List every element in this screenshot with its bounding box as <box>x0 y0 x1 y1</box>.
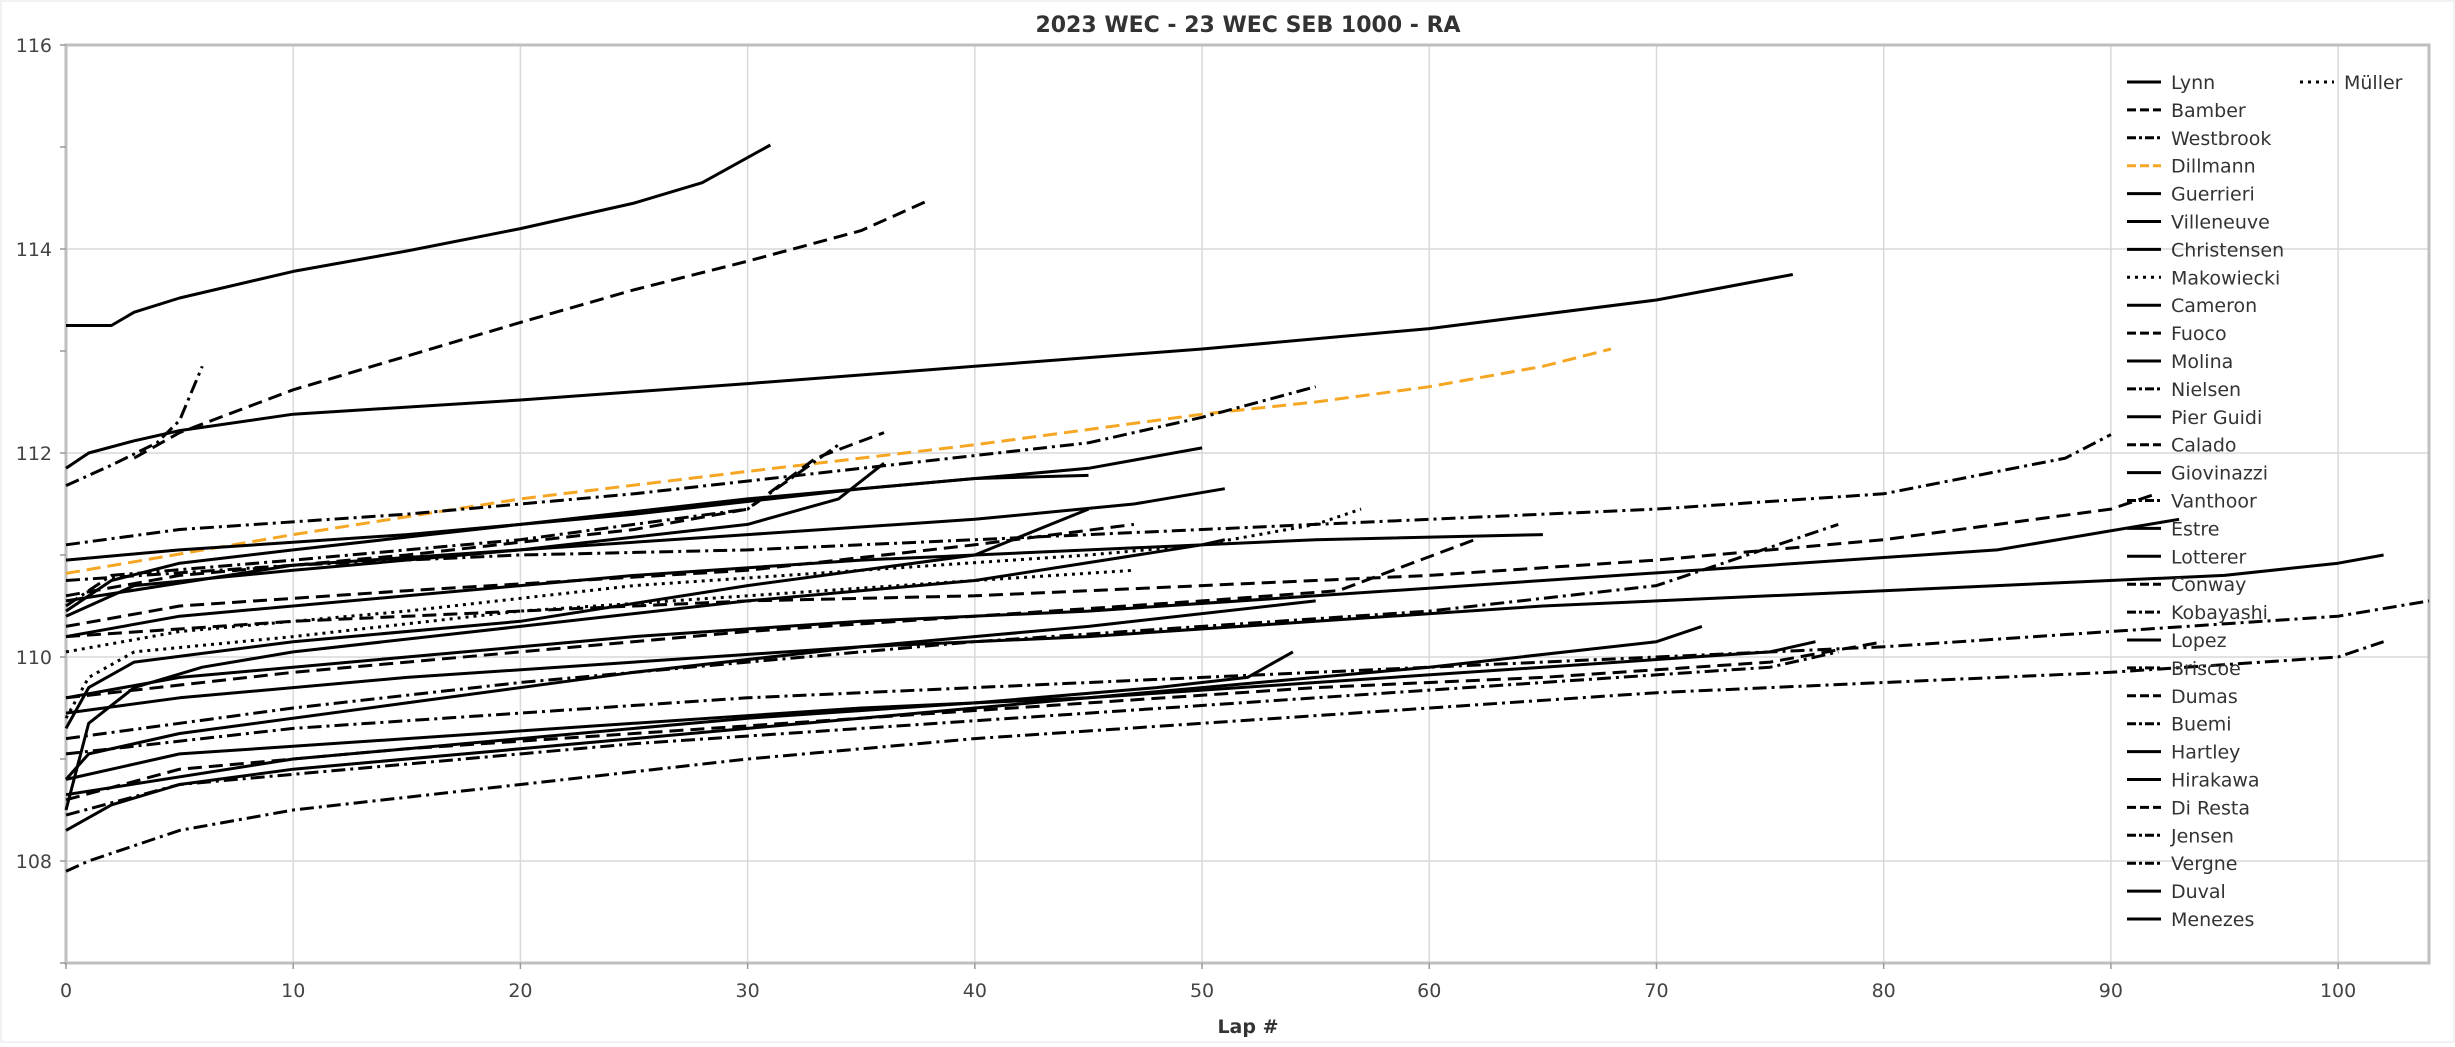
legend-label: Estre <box>2171 518 2219 540</box>
y-tick-label: 108 <box>16 851 52 873</box>
legend-label: Hirakawa <box>2171 770 2260 792</box>
x-tick-label: 50 <box>1190 980 1214 1002</box>
legend-label: Dumas <box>2171 686 2238 708</box>
series-line <box>65 273 1794 470</box>
series-line <box>65 385 1317 547</box>
series-line <box>65 599 2430 756</box>
x-tick-label: 40 <box>963 980 987 1002</box>
series-line <box>64 507 1090 730</box>
chart-title: 2023 WEC - 23 WEC SEB 1000 - RA <box>1035 13 1460 38</box>
legend-label: Giovinazzi <box>2171 463 2268 485</box>
x-tick-label: 20 <box>508 980 532 1002</box>
legend-label: Menezes <box>2171 909 2254 931</box>
legend-label: Lotterer <box>2171 546 2247 568</box>
series-line <box>65 492 2157 639</box>
legend-label: Christensen <box>2171 239 2284 261</box>
series-line <box>64 568 1134 719</box>
series-line <box>65 640 2385 873</box>
legend-label: Molina <box>2171 351 2233 373</box>
legend-label: Di Resta <box>2171 797 2250 819</box>
series-line <box>65 433 2112 582</box>
legend-label: Fuoco <box>2171 323 2227 345</box>
x-tick-label: 90 <box>2099 980 2123 1002</box>
legend-label: Lopez <box>2171 630 2227 652</box>
legend-label: Duval <box>2171 881 2226 903</box>
legend-label: Kobayashi <box>2171 602 2268 624</box>
series-line <box>65 507 1362 654</box>
series-line <box>65 347 1612 575</box>
y-tick-label: 114 <box>16 239 52 261</box>
series-line <box>64 538 1226 811</box>
legend-label: Hartley <box>2171 742 2240 764</box>
legend-label: Dillmann <box>2171 156 2256 178</box>
series-line <box>65 650 1294 797</box>
legend-label: Vanthoor <box>2171 491 2257 513</box>
legend-label: Lynn <box>2171 72 2215 94</box>
legend-label: Briscoe <box>2171 658 2241 680</box>
x-tick-label: 60 <box>1417 980 1441 1002</box>
legend-label: Villeneuve <box>2171 212 2270 234</box>
y-tick-label: 116 <box>16 35 52 57</box>
series-line <box>65 517 2180 700</box>
y-tick-label: 112 <box>16 443 52 465</box>
legend-label: Jensen <box>2170 825 2234 847</box>
series-line <box>65 640 1884 802</box>
x-tick-label: 30 <box>736 980 760 1002</box>
axis-ticks: 0 10 20 30 40 50 60 70 80 90 100 108 110 112 114 116 <box>16 35 2357 1002</box>
series-line <box>65 650 1839 817</box>
series-line <box>133 198 931 460</box>
x-axis-title: Lap # <box>1217 1016 1278 1038</box>
series-line <box>65 522 1839 741</box>
series-line <box>65 538 1476 700</box>
legend-label: Müller <box>2344 72 2403 94</box>
legend-label: Cameron <box>2171 295 2257 317</box>
plot-area <box>64 43 2431 965</box>
legend-label: Buemi <box>2171 714 2232 736</box>
legend-label: Makowiecki <box>2171 267 2280 289</box>
series-line <box>66 143 772 327</box>
series-lines <box>64 143 2430 873</box>
x-tick-label: 10 <box>281 980 305 1002</box>
series-line <box>65 365 204 487</box>
x-tick-label: 0 <box>60 980 72 1002</box>
legend-label: Conway <box>2171 574 2246 596</box>
series-line <box>65 446 1203 562</box>
series-line <box>65 533 1543 639</box>
x-tick-label: 80 <box>1872 980 1896 1002</box>
series-line <box>65 553 2384 715</box>
legend-label: Westbrook <box>2171 128 2271 150</box>
y-tick-label: 110 <box>16 647 52 669</box>
legend-label: Pier Guidi <box>2171 407 2262 429</box>
x-tick-label: 100 <box>2320 980 2356 1002</box>
legend-label: Bamber <box>2171 100 2246 122</box>
series-line <box>65 431 885 598</box>
legend: Lynn Bamber Westbrook Dillmann Guerrieri Vill… <box>2127 72 2403 931</box>
legend-label: Nielsen <box>2171 379 2241 401</box>
x-tick-label: 70 <box>1644 980 1668 1002</box>
legend-label: Vergne <box>2171 853 2237 875</box>
legend-label: Calado <box>2171 435 2237 457</box>
legend-label: Guerrieri <box>2171 184 2255 206</box>
series-line <box>65 640 1816 781</box>
